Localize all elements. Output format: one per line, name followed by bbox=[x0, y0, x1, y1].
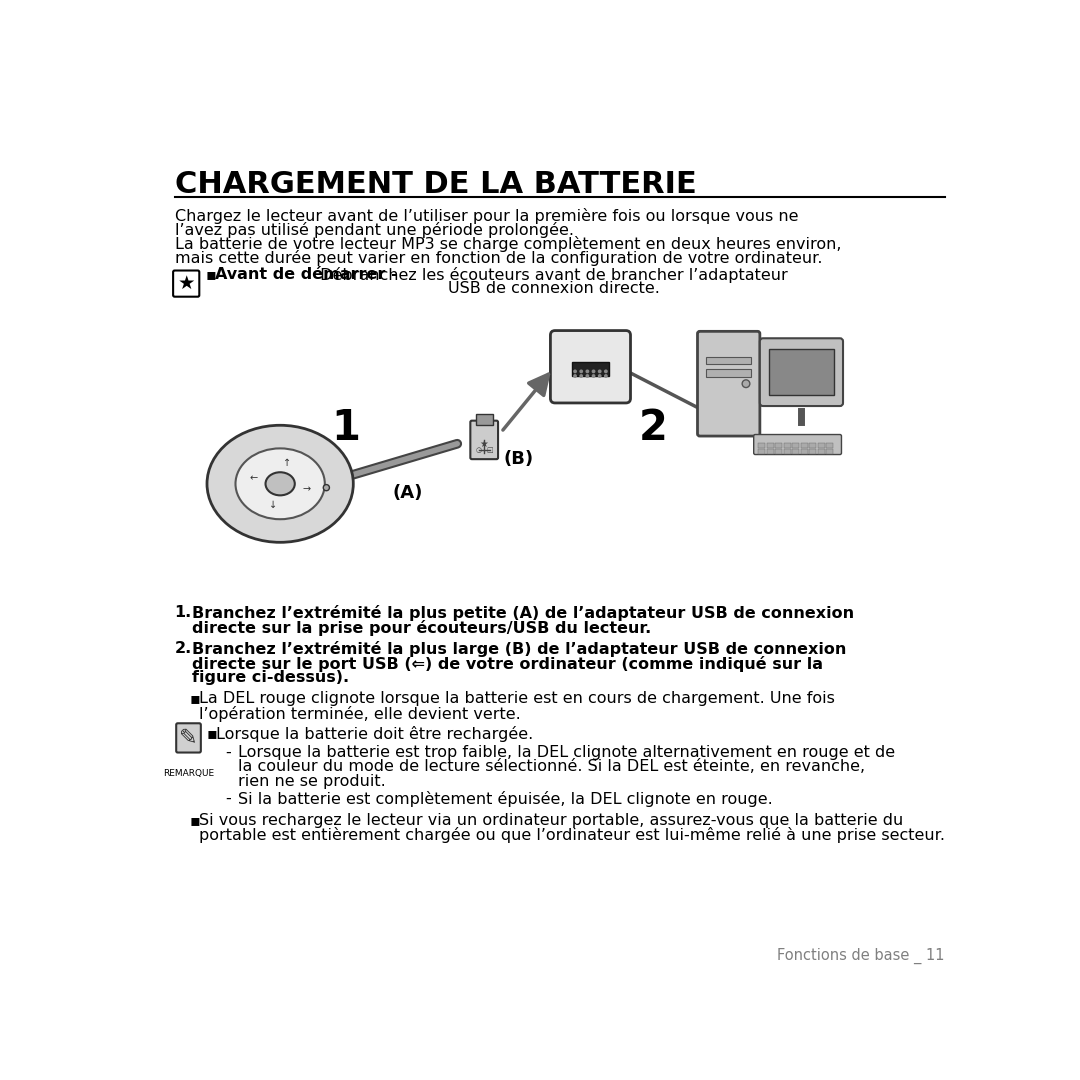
Text: CHARGEMENT DE LA BATTERIE: CHARGEMENT DE LA BATTERIE bbox=[175, 170, 697, 199]
Bar bbox=[800, 449, 808, 454]
Circle shape bbox=[585, 374, 590, 378]
FancyBboxPatch shape bbox=[176, 724, 201, 753]
Text: Si vous rechargez le lecteur via un ordinateur portable, assurez-vous que la bat: Si vous rechargez le lecteur via un ordi… bbox=[200, 812, 904, 827]
Circle shape bbox=[592, 374, 595, 378]
Text: l’avez pas utilisé pendant une période prolongée.: l’avez pas utilisé pendant une période p… bbox=[175, 222, 573, 238]
Bar bbox=[818, 449, 824, 454]
Ellipse shape bbox=[266, 472, 295, 496]
Text: Branchez l’extrémité la plus petite (A) de l’adaptateur USB de connexion: Branchez l’extrémité la plus petite (A) … bbox=[191, 606, 853, 621]
Text: ▪: ▪ bbox=[190, 812, 201, 827]
Text: ↑: ↑ bbox=[283, 458, 292, 468]
Text: -: - bbox=[226, 745, 231, 760]
Text: -: - bbox=[226, 791, 231, 806]
Text: portable est entièrement chargée ou que l’ordinateur est lui-même relié à une pr: portable est entièrement chargée ou que … bbox=[200, 827, 945, 843]
Text: (A): (A) bbox=[392, 484, 422, 502]
Text: Avant de démarrer -: Avant de démarrer - bbox=[215, 267, 397, 282]
Circle shape bbox=[579, 369, 583, 374]
Bar bbox=[809, 449, 816, 454]
FancyBboxPatch shape bbox=[754, 434, 841, 455]
Text: USB de connexion directe.: USB de connexion directe. bbox=[447, 281, 660, 296]
Text: Lorsque la batterie doit être rechargée.: Lorsque la batterie doit être rechargée. bbox=[216, 727, 534, 742]
Text: directe sur le port USB (⇐) de votre ordinateur (comme indiqué sur la: directe sur le port USB (⇐) de votre ord… bbox=[191, 656, 823, 672]
Text: Branchez l’extrémité la plus large (B) de l’adaptateur USB de connexion: Branchez l’extrémité la plus large (B) d… bbox=[191, 640, 846, 657]
Text: Fonctions de base _ 11: Fonctions de base _ 11 bbox=[778, 947, 945, 963]
Text: directe sur la prise pour écouteurs/USB du lecteur.: directe sur la prise pour écouteurs/USB … bbox=[191, 620, 651, 636]
Bar bbox=[826, 449, 833, 454]
Text: ▪: ▪ bbox=[205, 267, 216, 282]
Text: ▪: ▪ bbox=[207, 727, 218, 741]
Circle shape bbox=[592, 369, 595, 374]
Text: →: → bbox=[302, 485, 311, 495]
Circle shape bbox=[573, 374, 577, 378]
Text: ○: ○ bbox=[476, 447, 482, 453]
Text: Lorsque la batterie est trop faible, la DEL clignote alternativement en rouge et: Lorsque la batterie est trop faible, la … bbox=[238, 745, 895, 760]
Circle shape bbox=[323, 485, 329, 490]
Bar bbox=[767, 443, 773, 447]
Bar bbox=[793, 449, 799, 454]
Bar bbox=[706, 356, 751, 364]
Circle shape bbox=[597, 374, 602, 378]
Bar bbox=[826, 443, 833, 447]
Bar bbox=[758, 443, 766, 447]
Text: la couleur du mode de lecture sélectionné. Si la DEL est éteinte, en revanche,: la couleur du mode de lecture sélectionn… bbox=[238, 759, 865, 774]
Bar bbox=[475, 414, 492, 424]
Text: 1: 1 bbox=[332, 407, 360, 449]
Bar bbox=[769, 349, 834, 395]
Circle shape bbox=[604, 374, 608, 378]
Bar bbox=[706, 369, 751, 377]
Circle shape bbox=[604, 369, 608, 374]
Bar bbox=[818, 443, 824, 447]
Bar bbox=[758, 449, 766, 454]
FancyBboxPatch shape bbox=[551, 330, 631, 403]
Circle shape bbox=[742, 380, 750, 388]
Bar bbox=[793, 443, 799, 447]
Text: ✎: ✎ bbox=[179, 728, 198, 747]
FancyBboxPatch shape bbox=[760, 338, 843, 406]
Text: rien ne se produit.: rien ne se produit. bbox=[238, 774, 386, 789]
Text: □: □ bbox=[486, 447, 492, 453]
FancyBboxPatch shape bbox=[173, 270, 200, 297]
Circle shape bbox=[579, 374, 583, 378]
Text: figure ci-dessus).: figure ci-dessus). bbox=[191, 670, 349, 685]
Bar bbox=[800, 443, 808, 447]
Text: Si la batterie est complètement épuisée, la DEL clignote en rouge.: Si la batterie est complètement épuisée,… bbox=[238, 791, 772, 807]
Bar bbox=[784, 443, 791, 447]
Text: 1.: 1. bbox=[175, 606, 192, 620]
Ellipse shape bbox=[207, 426, 353, 542]
Bar bbox=[572, 362, 609, 376]
Text: Chargez le lecteur avant de l’utiliser pour la première fois ou lorsque vous ne: Chargez le lecteur avant de l’utiliser p… bbox=[175, 208, 798, 225]
Text: REMARQUE: REMARQUE bbox=[163, 769, 214, 778]
Text: La DEL rouge clignote lorsque la batterie est en cours de chargement. Une fois: La DEL rouge clignote lorsque la batteri… bbox=[200, 691, 835, 706]
Text: Débranchez les écouteurs avant de brancher l’adaptateur: Débranchez les écouteurs avant de branch… bbox=[314, 267, 787, 283]
Bar bbox=[767, 449, 773, 454]
Circle shape bbox=[597, 369, 602, 374]
Text: ★: ★ bbox=[480, 438, 488, 449]
Text: 2.: 2. bbox=[175, 640, 192, 656]
Bar bbox=[775, 443, 782, 447]
Text: mais cette durée peut varier en fonction de la configuration de votre ordinateur: mais cette durée peut varier en fonction… bbox=[175, 249, 822, 266]
Text: l’opération terminée, elle devient verte.: l’opération terminée, elle devient verte… bbox=[200, 705, 521, 721]
Text: ↓: ↓ bbox=[269, 500, 278, 510]
Bar bbox=[775, 449, 782, 454]
Text: ←: ← bbox=[249, 473, 257, 483]
Text: ★: ★ bbox=[177, 274, 195, 293]
Text: 2: 2 bbox=[639, 407, 669, 449]
Circle shape bbox=[573, 369, 577, 374]
Text: ▪: ▪ bbox=[190, 691, 201, 706]
FancyBboxPatch shape bbox=[698, 332, 760, 436]
FancyBboxPatch shape bbox=[471, 421, 498, 459]
Circle shape bbox=[585, 369, 590, 374]
Text: (B): (B) bbox=[503, 450, 534, 468]
Bar bbox=[784, 449, 791, 454]
Ellipse shape bbox=[235, 448, 325, 519]
Text: La batterie de votre lecteur MP3 se charge complètement en deux heures environ,: La batterie de votre lecteur MP3 se char… bbox=[175, 235, 841, 252]
Bar bbox=[809, 443, 816, 447]
